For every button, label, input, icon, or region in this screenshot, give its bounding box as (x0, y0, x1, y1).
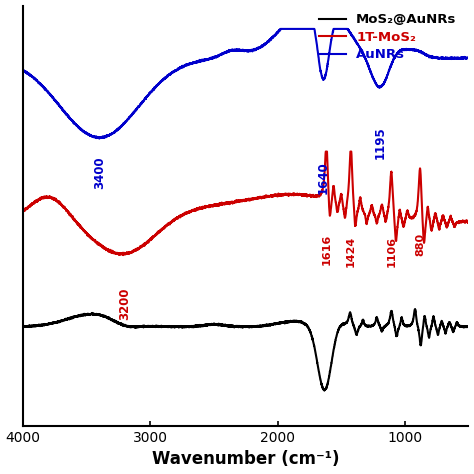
Text: 1106: 1106 (386, 236, 396, 267)
Text: 1640: 1640 (317, 161, 330, 194)
Text: 1424: 1424 (346, 236, 356, 267)
Text: 3400: 3400 (93, 156, 106, 189)
Text: 3200: 3200 (118, 287, 131, 319)
Text: 1616: 1616 (321, 233, 331, 264)
Text: 1195: 1195 (374, 126, 386, 159)
Text: 880: 880 (415, 233, 425, 256)
X-axis label: Wavenumber (cm⁻¹): Wavenumber (cm⁻¹) (152, 450, 339, 468)
Legend: MoS₂@AuNRs, 1T-MoS₂, AuNRs: MoS₂@AuNRs, 1T-MoS₂, AuNRs (314, 8, 462, 67)
